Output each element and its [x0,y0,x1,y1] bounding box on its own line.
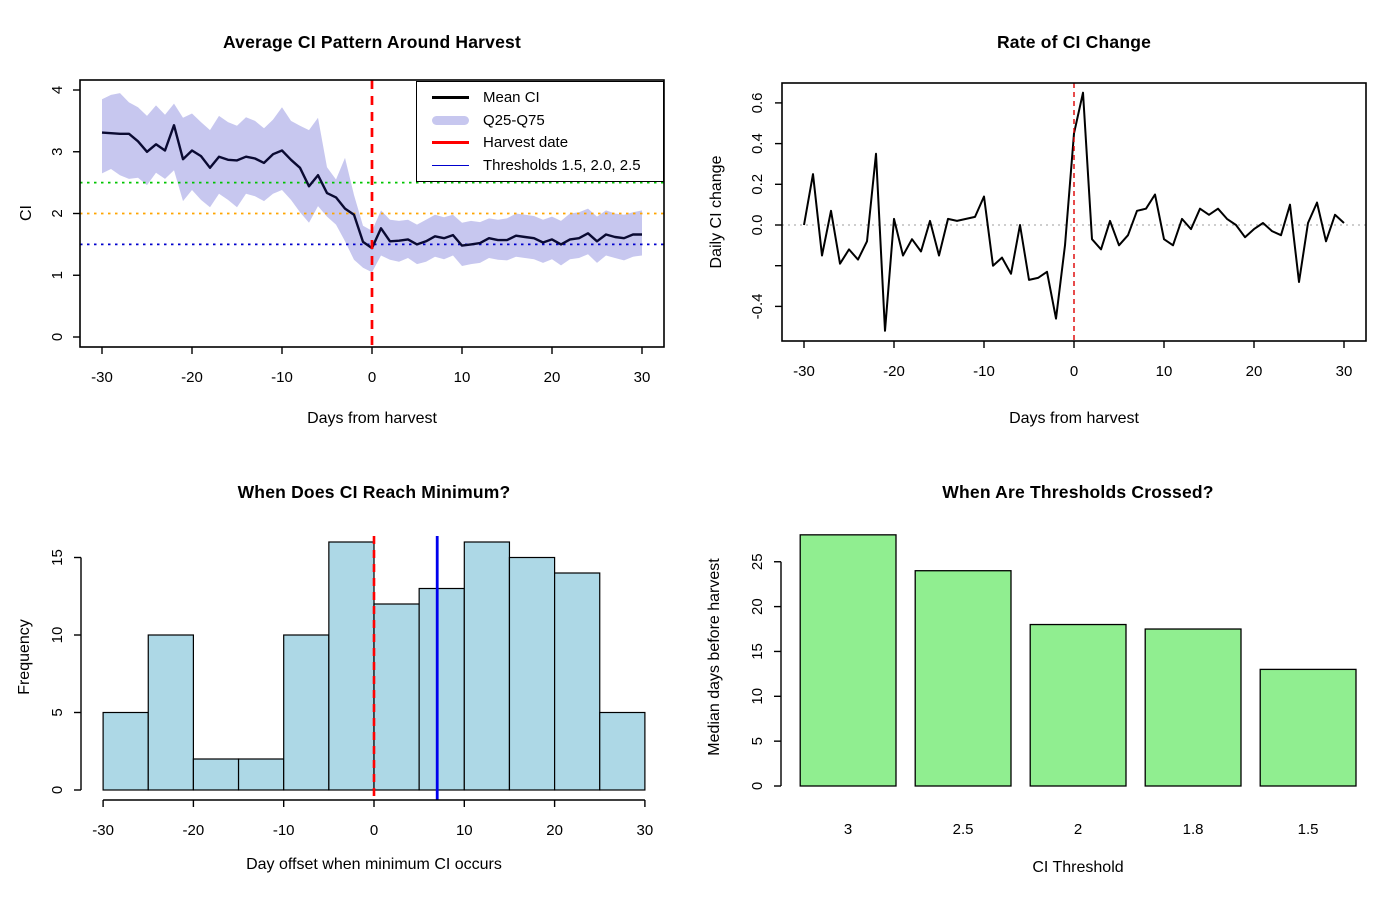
svg-text:20: 20 [1246,363,1263,380]
legend-label: Harvest date [483,134,569,152]
minimum-histogram-plot: 0 5 10 15 -30 -20 -10 0 10 20 30 [49,536,654,839]
y-axis-label: Median days before harvest [706,558,723,756]
svg-text:-0.4: -0.4 [749,293,766,319]
svg-text:2.5: 2.5 [953,821,974,838]
svg-text:10: 10 [1156,363,1173,380]
panel-threshold-bars: 3 2.5 2 1.8 1.5 0 5 10 15 20 25 When Are Threshold… [700,450,1400,900]
y-axis-label: CI [18,205,35,221]
x-axis-label: Days from harvest [307,410,437,427]
svg-text:0: 0 [49,333,66,341]
x-axis-label: CI Threshold [1032,859,1124,876]
x-axis-label: Days from harvest [1009,410,1139,427]
svg-text:10: 10 [454,369,471,386]
threshold-line-swatch-icon [432,164,469,167]
svg-text:-30: -30 [91,369,113,386]
svg-text:25: 25 [749,553,766,570]
svg-text:0.6: 0.6 [749,92,766,113]
y-axis-label: Daily CI change [708,155,725,269]
svg-text:20: 20 [544,369,561,386]
svg-text:5: 5 [49,708,66,716]
harvest-line-swatch-icon [432,141,469,145]
panel-rate-of-change: -30 -20 -10 0 10 20 30 0.6 0.4 0.2 0.0 -0.4 Rate of… [700,0,1400,450]
svg-text:10: 10 [749,688,766,705]
panel-ci-pattern: -30 -20 -10 0 10 20 30 0 1 2 3 4 Average CI Pattern… [0,0,700,450]
svg-text:10: 10 [456,822,473,839]
svg-text:0.2: 0.2 [749,174,766,195]
svg-text:0: 0 [368,369,376,386]
svg-text:-10: -10 [973,363,995,380]
svg-text:3: 3 [49,148,66,156]
svg-text:30: 30 [1336,363,1353,380]
svg-text:0: 0 [1070,363,1078,380]
svg-text:-20: -20 [181,369,203,386]
svg-text:0: 0 [49,786,66,794]
mean-line-swatch-icon [432,95,469,99]
svg-text:-30: -30 [92,822,114,839]
svg-text:-20: -20 [883,363,905,380]
svg-text:0: 0 [370,822,378,839]
rate-of-change-plot: -30 -20 -10 0 10 20 30 0.6 0.4 0.2 0.0 -0.4 [749,82,1367,380]
threshold-bars-plot: 3 2.5 2 1.8 1.5 0 5 10 15 20 25 [749,534,1357,838]
svg-text:-30: -30 [793,363,815,380]
ci-pattern-plot: -30 -20 -10 0 10 20 30 0 1 2 3 4 [49,79,665,386]
quartile-band-swatch-icon [432,115,469,125]
svg-text:30: 30 [637,822,654,839]
y-axis-label: Frequency [16,619,33,695]
svg-text:0.4: 0.4 [749,133,766,154]
svg-text:1.5: 1.5 [1298,821,1319,838]
svg-text:4: 4 [49,86,66,94]
svg-text:10: 10 [49,627,66,644]
svg-text:2: 2 [1074,821,1082,838]
page-title: Average CI Pattern Around Harvest [222,32,522,52]
svg-text:1: 1 [49,271,66,279]
svg-text:-20: -20 [183,822,205,839]
legend-label: Thresholds 1.5, 2.0, 2.5 [483,157,641,175]
legend-item-quartile-band: Q25-Q75 [417,109,663,131]
svg-text:0.0: 0.0 [749,215,766,236]
page-title: Rate of CI Change [996,32,1152,52]
svg-text:5: 5 [749,737,766,745]
svg-text:30: 30 [634,369,651,386]
svg-text:2: 2 [49,209,66,217]
legend: Mean CI Q25-Q75 Harvest date Thresholds … [416,81,664,182]
svg-text:20: 20 [749,598,766,615]
legend-item-mean: Mean CI [417,86,663,108]
legend-label: Mean CI [483,88,540,106]
svg-text:1.8: 1.8 [1183,821,1204,838]
svg-text:-10: -10 [271,369,293,386]
svg-text:15: 15 [749,643,766,660]
svg-text:-10: -10 [273,822,295,839]
page-title: When Are Thresholds Crossed? [942,482,1214,502]
svg-text:15: 15 [49,549,66,566]
svg-text:20: 20 [546,822,563,839]
panel-minimum-histogram: 0 5 10 15 -30 -20 -10 0 10 20 30 When Does CI Reac… [0,450,700,900]
x-axis-label: Day offset when minimum CI occurs [246,856,502,873]
legend-item-harvest: Harvest date [417,132,663,154]
page-title: When Does CI Reach Minimum? [237,482,511,502]
svg-text:0: 0 [749,782,766,790]
legend-item-thresholds: Thresholds 1.5, 2.0, 2.5 [417,155,663,177]
legend-label: Q25-Q75 [483,111,545,129]
svg-text:3: 3 [844,821,852,838]
